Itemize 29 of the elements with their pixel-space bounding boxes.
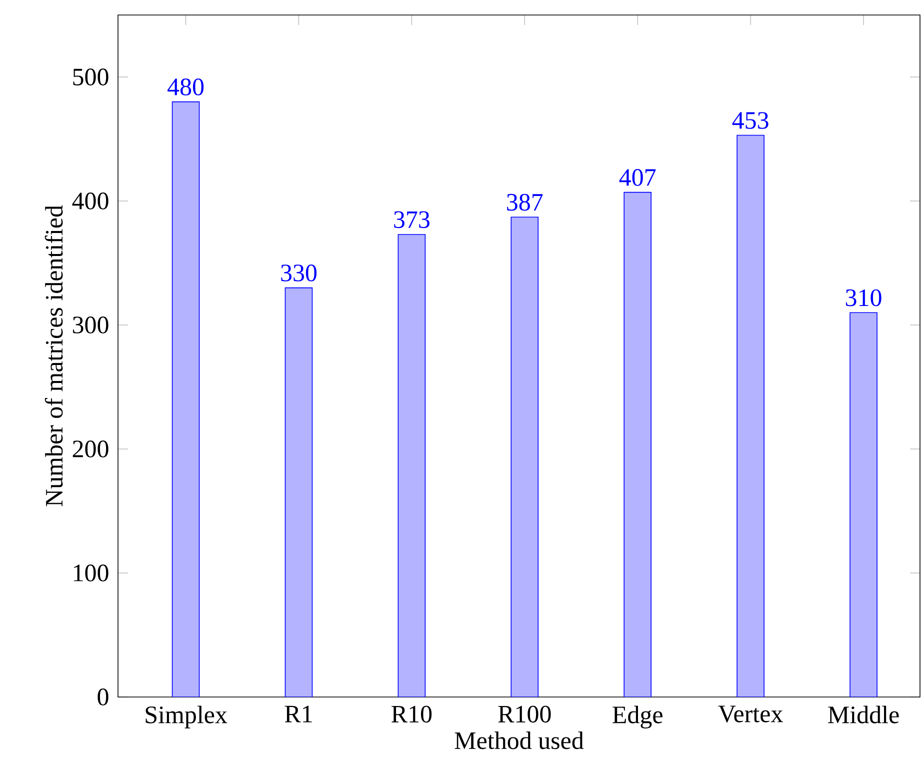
bar [736,134,764,697]
y-tick-label: 300 [72,316,108,334]
y-tick-label: 500 [73,68,108,86]
bar [284,287,313,697]
x-tick-label: Vertex [718,706,783,722]
x-axis-title: Method used [454,732,584,750]
y-axis-title: Number of matrices identified [44,205,63,506]
x-tick-label: R10 [392,706,432,723]
data-label: 330 [281,264,317,282]
bar [510,216,539,697]
data-label: 407 [619,169,656,186]
data-label: 480 [168,78,204,96]
bar [398,234,426,697]
y-tick-label: 400 [72,192,108,210]
x-tick-label: Middle [828,706,899,724]
y-tick-label: 0 [98,688,108,706]
data-label: 387 [507,194,543,211]
data-label: 453 [732,112,768,129]
x-tick-label: R1 [284,706,312,722]
y-tick-label: 100 [74,564,108,582]
x-tick-label: Edge [612,706,662,728]
y-tick-label: 200 [72,440,108,458]
bar [172,101,200,697]
x-tick-label: Simplex [146,706,228,728]
bar [624,192,652,697]
bar [850,312,878,697]
x-tick-label: R100 [498,706,551,723]
data-label: 373 [394,211,430,228]
data-label: 310 [846,289,882,306]
